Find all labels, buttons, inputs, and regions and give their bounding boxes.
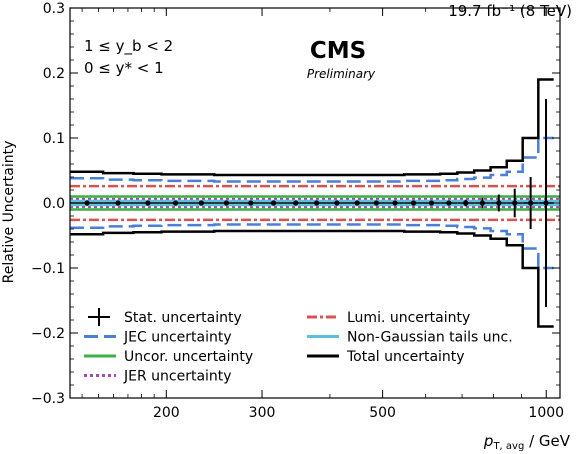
lumi-label: 19.7 fb⁻¹ (8 TeV) bbox=[448, 2, 572, 20]
y-axis-label: Relative Uncertainty bbox=[1, 141, 17, 284]
y-tick-label: 0.0 bbox=[43, 196, 65, 212]
stat-point bbox=[392, 200, 398, 206]
legend-label-stat-uncertainty: Stat. uncertainty bbox=[124, 310, 242, 326]
y-tick-label: 0.1 bbox=[43, 131, 65, 147]
axes: −0.3 −0.2 −0.1 0.0 0.1 0.2 0.3 200 300 500 1000 bbox=[31, 1, 564, 421]
legend-label-jec-uncertainty: JEC uncertainty bbox=[123, 330, 232, 346]
stat-point bbox=[84, 200, 90, 206]
x-axis-label: pT, avg / GeV bbox=[483, 432, 571, 452]
legend-label-non-gaussian-tails-unc-: Non-Gaussian tails unc. bbox=[347, 330, 513, 346]
y-tick-label: −0.1 bbox=[31, 261, 65, 277]
stat-point bbox=[172, 200, 179, 206]
legend-label-uncor-uncertainty: Uncor. uncertainty bbox=[124, 349, 253, 365]
stat-errorbars bbox=[70, 99, 554, 307]
uncertainty-steps bbox=[70, 78, 554, 328]
stat-point bbox=[115, 200, 121, 206]
stat-point bbox=[223, 200, 230, 206]
stat-point bbox=[248, 200, 254, 206]
y-tick-label: −0.3 bbox=[31, 391, 65, 407]
stat-point bbox=[446, 200, 452, 206]
y-tick-label: 0.2 bbox=[43, 66, 65, 82]
step-line-total-uncertaintyup bbox=[70, 78, 554, 177]
y-tick-label: 0.3 bbox=[43, 1, 65, 17]
stat-point bbox=[479, 200, 485, 206]
legend-label-total-uncertainty: Total uncertainty bbox=[346, 349, 465, 365]
x-tick-label: 300 bbox=[249, 405, 276, 421]
selection-labels: 1 ≤ y_b < 2 0 ≤ y* < 1 bbox=[84, 37, 173, 77]
legend-label-jer-uncertainty: JER uncertainty bbox=[123, 369, 232, 385]
stat-point bbox=[270, 200, 277, 206]
stat-point bbox=[543, 200, 549, 206]
step-line-total-uncertaintydown bbox=[70, 229, 554, 328]
preliminary-label: Preliminary bbox=[307, 67, 376, 81]
y-tick-label: −0.2 bbox=[31, 326, 65, 342]
legend: Stat. uncertainty JEC uncertainty Uncor. u… bbox=[84, 308, 513, 385]
legend-label-lumi-uncertainty: Lumi. uncertainty bbox=[347, 310, 470, 326]
stat-point bbox=[373, 200, 379, 206]
stat-point bbox=[463, 200, 469, 206]
stat-point bbox=[313, 200, 320, 206]
stat-point bbox=[334, 200, 340, 206]
stat-point bbox=[198, 200, 204, 206]
selection-label: 1 ≤ y_b < 2 bbox=[84, 37, 173, 56]
x-tick-label: 200 bbox=[153, 405, 180, 421]
selection-label: 0 ≤ y* < 1 bbox=[84, 59, 164, 77]
cms-label: CMS bbox=[310, 38, 366, 64]
stat-point bbox=[293, 200, 299, 206]
stat-point bbox=[410, 200, 417, 206]
stat-point bbox=[354, 200, 360, 206]
stat-point bbox=[528, 200, 534, 206]
stat-point bbox=[496, 200, 502, 206]
stat-point bbox=[145, 200, 151, 206]
step-line-jec-uncertaintydown bbox=[70, 223, 554, 270]
step-line-jec-uncertaintyup bbox=[70, 136, 554, 183]
stat-point bbox=[428, 200, 435, 206]
x-tick-label: 1000 bbox=[528, 405, 564, 421]
stat-point bbox=[512, 200, 518, 206]
x-tick-label: 500 bbox=[369, 405, 396, 421]
